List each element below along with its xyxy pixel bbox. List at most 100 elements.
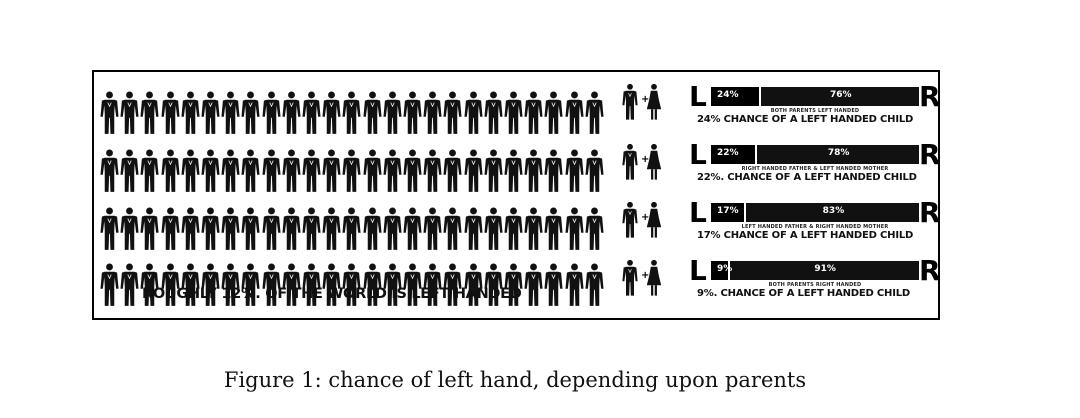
person-icon: [423, 260, 442, 314]
person-icon: [443, 260, 462, 314]
person-icon: [585, 260, 604, 314]
person-icon: [100, 204, 119, 258]
mother-icon: [646, 258, 662, 298]
person-icon: [221, 260, 240, 314]
person-icon: [423, 88, 442, 142]
person-icon: [181, 204, 200, 258]
parents-icon-group: +: [622, 142, 662, 190]
person-icon: [221, 146, 240, 200]
person-icon: [383, 146, 402, 200]
person-icon: [302, 204, 321, 258]
probability-row: L 22% 78% R RIGHT HANDED FATHER & LEFT HANDE…: [689, 138, 941, 192]
person-icon: [383, 260, 402, 314]
mother-icon: [646, 142, 662, 182]
person-icon: [140, 146, 159, 200]
person-icon: [403, 260, 422, 314]
person-icon: [524, 260, 543, 314]
person-icon: [241, 88, 260, 142]
person-icon: [322, 204, 341, 258]
right-label: R: [919, 80, 941, 113]
person-icon: [140, 204, 159, 258]
person-icon: [363, 88, 382, 142]
person-icon: [342, 146, 361, 200]
infographic-frame: ROUGHLY 12%. OF THE WORLD IS LEFT HANDED…: [92, 70, 941, 320]
person-icon: [363, 204, 382, 258]
person-icon: [201, 260, 220, 314]
person-icon: [120, 204, 139, 258]
person-icon: [342, 260, 361, 314]
person-icon: [140, 88, 159, 142]
chance-caption: 24% CHANCE OF A LEFT HANDED CHILD: [697, 114, 914, 125]
person-icon: [161, 204, 180, 258]
person-icon: [221, 204, 240, 258]
person-icon: [585, 88, 604, 142]
person-icon: [423, 146, 442, 200]
person-icon: [464, 260, 483, 314]
left-label: L: [689, 196, 707, 229]
person-icon: [383, 88, 402, 142]
person-icon: [100, 146, 119, 200]
person-icon: [504, 204, 523, 258]
person-icon: [504, 146, 523, 200]
left-handed-segment: 9%: [711, 261, 733, 280]
person-icon: [504, 260, 523, 314]
person-icon: [484, 260, 503, 314]
person-icon: [241, 146, 260, 200]
person-icon: [484, 204, 503, 258]
person-icon: [565, 88, 584, 142]
person-icon: [181, 88, 200, 142]
person-icon: [524, 146, 543, 200]
person-icon: [342, 204, 361, 258]
mother-icon: [646, 200, 662, 240]
person-icon: [565, 260, 584, 314]
left-label: L: [689, 254, 707, 287]
person-icon: [423, 204, 442, 258]
person-icon: [241, 260, 260, 314]
right-percent-label: 78%: [827, 148, 850, 158]
person-icon: [363, 260, 382, 314]
right-label: R: [919, 138, 941, 171]
person-icon: [544, 260, 563, 314]
person-icon: [140, 260, 159, 314]
person-icon: [322, 146, 341, 200]
person-icon: [464, 204, 483, 258]
parents-description: RIGHT HANDED FATHER & LEFT HANDED MOTHER: [741, 166, 889, 172]
parents-description: BOTH PARENTS LEFT HANDED: [770, 108, 860, 114]
parents-icon-group: +: [622, 258, 662, 306]
person-icon: [282, 146, 301, 200]
person-icon: [585, 204, 604, 258]
person-icon: [161, 88, 180, 142]
right-percent-label: 83%: [822, 206, 845, 216]
mother-icon: [646, 82, 662, 122]
person-icon: [262, 260, 281, 314]
left-handed-segment: 24%: [711, 87, 761, 106]
stacked-bar: 17% 83%: [711, 203, 919, 222]
left-handed-segment: 17%: [711, 203, 747, 222]
person-icon: [282, 204, 301, 258]
person-icon: [322, 260, 341, 314]
plus-icon: +: [641, 212, 650, 223]
person-icon: [544, 204, 563, 258]
probability-row: L 9% 91% R BOTH PARENTS RIGHT HANDED 9%. CHAN…: [689, 254, 941, 308]
person-icon: [120, 88, 139, 142]
person-icon: [221, 88, 240, 142]
person-icon: [403, 88, 422, 142]
person-icon: [262, 204, 281, 258]
person-icon: [484, 146, 503, 200]
person-icon: [403, 204, 422, 258]
person-icon: [544, 88, 563, 142]
left-label: L: [689, 80, 707, 113]
left-percent-label: 9%: [717, 264, 733, 274]
person-icon: [302, 88, 321, 142]
person-icon: [383, 204, 402, 258]
person-icon: [565, 146, 584, 200]
plus-icon: +: [641, 154, 650, 165]
person-icon: [181, 260, 200, 314]
left-percent-label: 17%: [717, 206, 739, 216]
left-percent-label: 24%: [717, 90, 739, 100]
person-icon: [201, 88, 220, 142]
person-icon: [201, 146, 220, 200]
chance-caption: 22%. CHANCE OF A LEFT HANDED CHILD: [697, 172, 917, 183]
right-label: R: [919, 196, 941, 229]
stacked-bar: 24% 76%: [711, 87, 919, 106]
